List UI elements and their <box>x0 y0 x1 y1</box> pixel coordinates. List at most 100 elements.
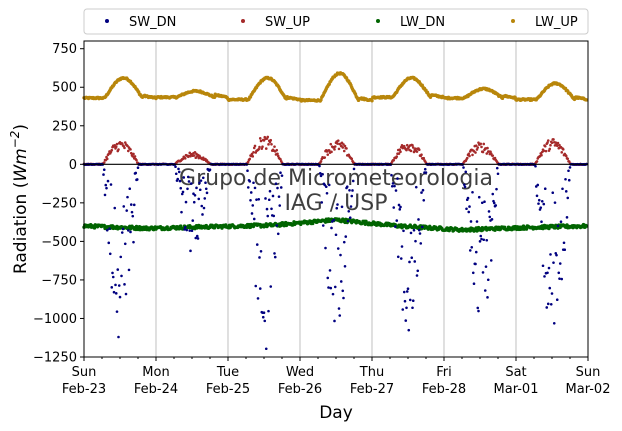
sw-dn-point <box>563 248 567 251</box>
y-tick-label: −1250 <box>33 351 77 366</box>
sw-dn-point <box>342 296 345 300</box>
sw-dn-point <box>268 189 272 193</box>
sw-dn-point <box>552 321 556 325</box>
legend-marker <box>511 19 515 23</box>
sw-dn-point <box>129 230 132 234</box>
sw-dn-point <box>548 286 552 290</box>
sw-dn-point <box>111 271 114 275</box>
sw-dn-point <box>110 286 114 289</box>
x-tick-label-day: Sun <box>576 365 601 380</box>
sw-dn-point <box>188 229 192 232</box>
legend-label: LW_UP <box>535 15 578 30</box>
x-tick-label-day: Wed <box>286 365 314 380</box>
sw-dn-point <box>342 240 346 244</box>
sw-dn-point <box>337 307 341 310</box>
sw-dn-point <box>202 206 206 210</box>
sw-dn-point <box>412 228 416 232</box>
sw-dn-point <box>564 177 567 181</box>
sw-up-point <box>117 148 120 151</box>
sw-up-point <box>345 147 348 150</box>
sw-dn-point <box>183 225 187 229</box>
sw-up-point <box>535 160 539 163</box>
sw-up-point <box>402 144 406 148</box>
sw-dn-point <box>192 200 196 204</box>
sw-dn-point <box>332 218 336 222</box>
sw-dn-point <box>558 277 561 280</box>
sw-up-point <box>414 147 417 150</box>
sw-dn-point <box>107 241 111 245</box>
lw-up-point <box>370 99 374 103</box>
sw-dn-point <box>336 203 339 206</box>
sw-dn-point <box>325 191 329 195</box>
sw-dn-point <box>490 218 494 221</box>
sw-up-point <box>129 148 132 151</box>
sw-dn-point <box>567 178 571 182</box>
sw-dn-point <box>560 277 564 281</box>
sw-dn-point <box>420 191 423 194</box>
sw-dn-point <box>127 268 131 272</box>
sw-dn-point <box>114 283 117 287</box>
sw-up-point <box>129 151 133 155</box>
sw-up-point <box>399 150 402 154</box>
sw-up-point <box>546 141 549 144</box>
sw-dn-point <box>350 194 354 198</box>
sw-up-point <box>270 142 273 146</box>
sw-dn-point <box>414 185 418 189</box>
sw-dn-point <box>338 314 342 317</box>
sw-up-point <box>489 150 492 153</box>
sw-up-point <box>114 145 118 149</box>
sw-dn-point <box>129 203 133 206</box>
sw-dn-point <box>471 271 475 275</box>
sw-dn-point <box>336 247 340 250</box>
sw-dn-point <box>186 175 190 179</box>
sw-up-point <box>333 145 337 148</box>
sw-dn-point <box>330 226 333 230</box>
sw-up-point <box>133 155 137 158</box>
sw-dn-point <box>559 220 563 224</box>
x-axis: Sun Feb-23 Mon Feb-24 Tue Feb-25 Wed Feb-26 Thu F… <box>62 357 610 397</box>
sw-up-point <box>266 135 270 139</box>
sw-up-point <box>267 143 270 146</box>
sw-up-point <box>471 153 474 157</box>
sw-dn-point <box>249 191 253 194</box>
lw-dn-point <box>493 228 497 232</box>
sw-dn-point <box>483 200 486 204</box>
watermark: Grupo de Micrometeorologia IAG / USP <box>179 166 493 216</box>
sw-dn-point <box>113 206 117 210</box>
sw-dn-point <box>105 228 109 232</box>
sw-up-point <box>491 154 495 157</box>
sw-dn-point <box>180 210 183 214</box>
sw-up-point <box>409 149 413 153</box>
sw-dn-point <box>130 210 134 214</box>
sw-dn-point <box>399 257 403 260</box>
sw-dn-point <box>340 205 344 209</box>
sw-dn-point <box>540 199 544 203</box>
sw-up-point <box>258 137 262 140</box>
lw-dn-point <box>524 227 529 231</box>
sw-dn-point <box>115 310 119 313</box>
sw-up-point <box>546 139 550 142</box>
sw-dn-point <box>179 186 183 190</box>
sw-dn-point <box>181 190 185 194</box>
sw-up-point <box>479 142 483 146</box>
sw-dn-point <box>196 237 200 240</box>
sw-dn-point <box>256 297 260 300</box>
y-axis-label-unit: Wm <box>11 148 31 181</box>
sw-dn-point <box>553 201 557 204</box>
sw-dn-point <box>494 204 498 207</box>
y-tick-label: 500 <box>52 81 77 96</box>
sw-dn-point <box>116 268 120 271</box>
sw-up-point <box>126 149 130 153</box>
y-axis-label-text: Radiation ( <box>11 182 31 274</box>
sw-up-point <box>333 148 336 151</box>
sw-dn-point <box>477 309 480 313</box>
sw-dn-point <box>249 198 252 202</box>
sw-dn-point <box>468 249 472 252</box>
sw-dn-point <box>327 183 331 187</box>
sw-dn-point <box>323 183 327 187</box>
sw-up-point <box>336 142 339 145</box>
sw-up-point <box>552 138 555 141</box>
sw-dn-point <box>466 196 470 200</box>
sw-dn-point <box>421 188 425 192</box>
sw-up-point <box>560 151 564 154</box>
